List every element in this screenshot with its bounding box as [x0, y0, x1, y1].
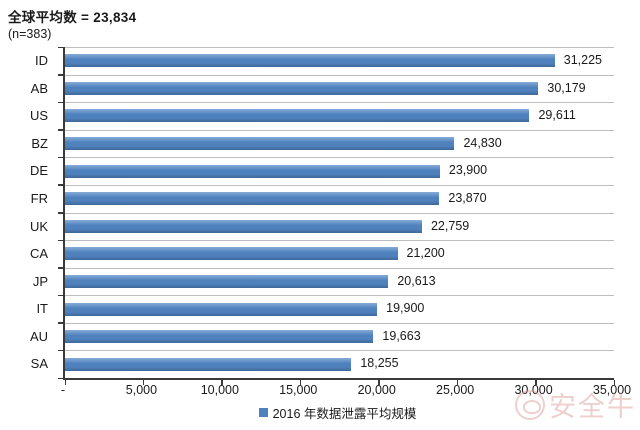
x-axis-tick [535, 380, 537, 385]
category-label: DE [29, 163, 48, 179]
value-label: 19,663 [382, 328, 421, 343]
category-axis-tick [58, 212, 63, 214]
category-label: ID [35, 53, 48, 68]
x-axis-tick [221, 380, 223, 385]
bar [65, 219, 422, 233]
value-label: 31,225 [563, 53, 603, 67]
x-axis-tick [299, 380, 302, 385]
bar [65, 54, 555, 68]
gridline [65, 47, 614, 48]
x-tick-label: 25,000 [436, 383, 475, 397]
bar [65, 330, 374, 344]
value-label: 29,611 [538, 108, 576, 123]
x-axis-tick [378, 380, 380, 385]
value-label: 30,179 [547, 80, 586, 95]
bar [65, 137, 455, 151]
legend-swatch-icon [258, 408, 268, 417]
category-axis-tick [58, 129, 63, 131]
gridline [65, 295, 614, 297]
gridline [65, 350, 614, 352]
bar [65, 164, 440, 178]
value-label: 19,900 [386, 301, 425, 316]
category-axis-tick [58, 101, 63, 104]
x-tick-label: 30,000 [514, 383, 553, 397]
category-label: AB [30, 80, 48, 96]
chart-legend: 2016 年数据泄露平均规模 [63, 403, 612, 422]
category-axis-tick [58, 267, 63, 269]
plot-area: 31,225 30,179 29,611 24,830 23,900 23,870 22,7… [58, 46, 615, 385]
category-label: AU [29, 328, 48, 344]
gridline [65, 322, 614, 324]
category-label: CA [29, 246, 48, 262]
x-axis-tick [456, 380, 459, 385]
category-axis-tick [58, 377, 63, 379]
category-label: JP [32, 273, 48, 289]
bar [65, 247, 398, 261]
category-label: SA [30, 356, 48, 372]
category-label: BZ [31, 135, 48, 151]
category-axis-tick [58, 156, 63, 159]
value-label: 18,255 [360, 356, 399, 371]
value-label: 21,200 [406, 246, 445, 261]
chart-title: 全球平均数 = 23,834 [8, 10, 137, 25]
x-tick-label: 5,000 [125, 383, 158, 397]
value-label: 22,759 [430, 218, 470, 233]
gridline [65, 184, 614, 186]
category-axis-tick [58, 294, 63, 297]
category-axis-tick [58, 349, 63, 352]
category-label: IT [36, 301, 48, 317]
gridline [65, 102, 614, 104]
value-label: 24,830 [463, 135, 502, 150]
category-label: FR [30, 190, 48, 206]
x-axis-tick [142, 380, 145, 385]
bar [65, 81, 539, 95]
value-label: 20,613 [397, 273, 436, 288]
category-axis-tick [58, 322, 63, 324]
bar [65, 274, 389, 288]
legend-label: 2016 年数据泄露平均规模 [272, 407, 417, 421]
x-axis-tick [613, 380, 615, 385]
bar [65, 357, 352, 371]
category-axis-tick [58, 239, 63, 242]
gridline [65, 74, 614, 76]
x-tick-label: 10,000 [200, 383, 239, 397]
category-label: UK [29, 218, 48, 234]
gridline [65, 240, 614, 242]
bar [65, 109, 530, 123]
category-axis-tick [58, 184, 63, 186]
category-axis-tick [58, 74, 63, 76]
x-axis-labels: - 5,000 10,000 15,000 20,000 25,000 30,000 35,0… [61, 383, 631, 399]
value-label: 23,900 [448, 163, 488, 178]
x-tick-label: - [60, 383, 66, 397]
bar [65, 302, 378, 316]
category-axis-labels: ID AB US BZ DE FR UK CA JP IT AU SA [0, 47, 58, 378]
value-label: 23,870 [448, 190, 487, 205]
x-axis-tick [64, 380, 66, 385]
chart-sample-size: (n=383) [8, 27, 52, 41]
gridline [65, 212, 614, 214]
gridline [65, 157, 614, 159]
gridline [65, 129, 614, 131]
x-tick-label: 20,000 [357, 383, 396, 397]
category-label: US [29, 108, 48, 124]
x-tick-label: 15,000 [279, 383, 318, 397]
bar [65, 192, 440, 206]
category-axis-tick [58, 46, 63, 48]
gridline [65, 267, 614, 269]
x-tick-label: 35,000 [592, 383, 632, 397]
